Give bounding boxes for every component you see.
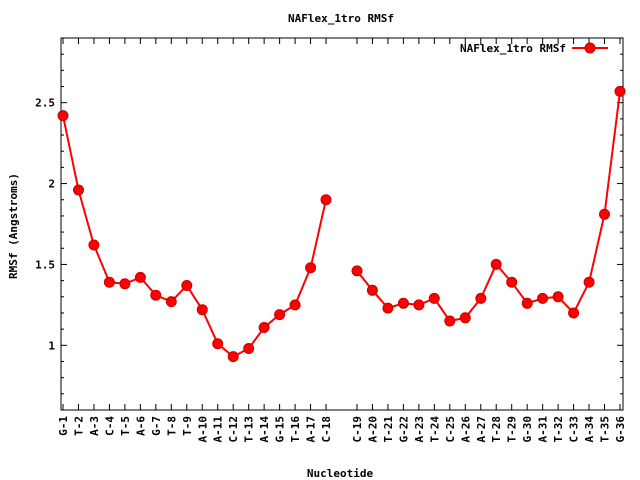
y-tick-label: 1.5 <box>35 258 55 271</box>
x-tick-label: A-3 <box>88 416 101 436</box>
x-tick-label: T-5 <box>119 416 132 436</box>
x-tick-label: T-35 <box>599 416 612 443</box>
x-tick-label: T-29 <box>506 416 519 443</box>
data-point <box>413 299 425 311</box>
legend-label: NAFlex_1tro RMSf <box>460 42 566 55</box>
data-point <box>366 284 378 296</box>
chart-title: NAFlex_1tro RMSf <box>288 12 394 25</box>
x-tick-label: C-33 <box>568 416 581 443</box>
data-point <box>57 110 69 122</box>
data-point <box>599 208 610 220</box>
x-tick-label: T-32 <box>552 416 565 443</box>
data-point <box>88 239 100 251</box>
data-point <box>227 351 239 363</box>
x-tick-label: G-36 <box>614 416 627 443</box>
data-point <box>351 265 363 277</box>
data-point <box>181 280 193 291</box>
x-axis-label: Nucleotide <box>307 467 374 480</box>
data-point <box>521 297 533 309</box>
series-line-segment-1 <box>62 115 327 358</box>
x-axis: G-1 T-2 A-3 C-4 T-5 A-6 G-7 T-8 T-9 A-10 A-11 C-12 T… <box>57 38 627 443</box>
x-tick-label: A-6 <box>134 416 147 436</box>
x-tick-label: G-30 <box>521 416 534 443</box>
data-point <box>537 292 549 304</box>
data-point <box>459 312 471 324</box>
x-tick-label: T-8 <box>165 416 178 436</box>
data-point <box>274 309 286 321</box>
data-point <box>150 289 162 301</box>
x-tick-label: A-26 <box>459 416 472 443</box>
data-point <box>73 184 84 196</box>
legend-marker <box>584 42 596 54</box>
plot-frame <box>60 37 624 411</box>
data-point <box>428 292 440 304</box>
x-tick-label: C-12 <box>227 416 240 443</box>
data-point <box>552 291 564 303</box>
x-tick-label: G-22 <box>397 416 410 443</box>
data-point <box>583 276 595 288</box>
x-tick-label: A-17 <box>305 416 318 443</box>
data-point <box>289 299 301 311</box>
x-tick-label: C-4 <box>103 416 116 436</box>
legend: NAFlex_1tro RMSf <box>460 42 608 55</box>
data-point <box>614 85 626 97</box>
x-tick-label: A-23 <box>413 416 426 443</box>
data-point <box>103 276 115 288</box>
data-point <box>119 278 131 290</box>
x-tick-label: A-11 <box>212 416 225 443</box>
data-point <box>444 315 456 327</box>
data-point <box>212 338 224 350</box>
data-point <box>568 307 580 319</box>
data-point <box>258 322 270 333</box>
x-tick-label: C-25 <box>444 416 457 443</box>
x-tick-label: A-34 <box>583 416 596 443</box>
y-axis: 1 1.5 2 2.5 <box>35 53 623 395</box>
x-tick-label: T-16 <box>289 416 302 443</box>
data-point <box>134 271 146 283</box>
data-point <box>475 292 487 304</box>
data-point <box>490 258 502 270</box>
x-tick-label: G-15 <box>274 416 287 443</box>
series-line-segment-2 <box>356 91 621 323</box>
x-tick-label: G-1 <box>57 416 70 436</box>
data-point <box>305 262 317 274</box>
x-tick-label: C-18 <box>320 416 333 443</box>
x-tick-label: A-27 <box>475 416 488 443</box>
x-tick-label: T-28 <box>490 416 503 443</box>
y-tick-label: 2.5 <box>35 97 55 110</box>
data-point <box>397 297 409 309</box>
x-tick-label: A-20 <box>366 416 379 443</box>
x-tick-label: T-13 <box>243 416 256 443</box>
x-tick-label: A-31 <box>537 416 550 443</box>
x-tick-label: A-14 <box>258 416 271 443</box>
series-layer <box>57 85 626 363</box>
y-axis-label: RMSf (Angstroms) <box>7 173 20 279</box>
x-tick-label: T-9 <box>181 416 194 436</box>
data-point <box>382 302 394 314</box>
x-tick-label: C-19 <box>351 416 364 443</box>
data-point <box>320 194 332 206</box>
x-tick-label: T-24 <box>428 416 441 443</box>
data-point <box>196 304 208 316</box>
x-tick-label: A-10 <box>196 416 209 443</box>
data-point <box>506 276 518 288</box>
y-tick-label: 2 <box>48 178 55 191</box>
y-tick-label: 1 <box>48 339 55 352</box>
x-tick-label: T-2 <box>72 416 85 436</box>
x-tick-label: G-7 <box>150 416 163 436</box>
data-point <box>165 296 177 308</box>
data-point <box>243 343 255 354</box>
x-tick-label: T-21 <box>382 416 395 443</box>
